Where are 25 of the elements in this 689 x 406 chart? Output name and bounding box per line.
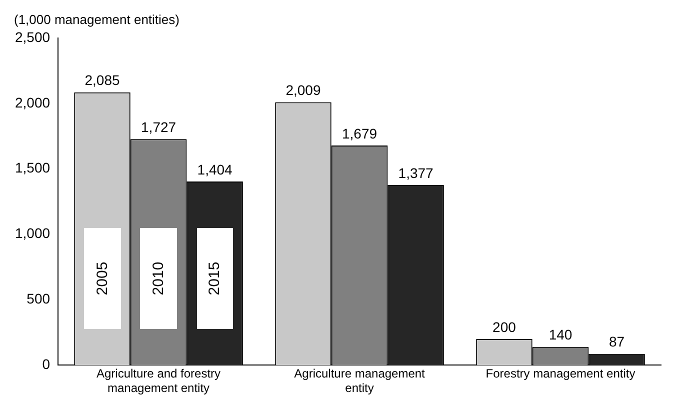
data-label: 1,727 [141, 119, 176, 136]
series-label: 2015 [206, 261, 224, 295]
data-label: 1,679 [342, 125, 378, 142]
y-tick-label: 0 [42, 356, 50, 372]
label-box: 2015 [196, 228, 234, 329]
data-label: 2,085 [84, 72, 120, 88]
label-box: 2010 [140, 228, 177, 329]
data-label: 200 [492, 318, 516, 335]
series-label: 2005 [94, 261, 111, 295]
y-tick-label: 2,000 [14, 94, 50, 110]
y-tick-label: 1,000 [14, 225, 50, 242]
y-tick-label: 1,500 [14, 160, 50, 176]
x-tick-label: Agriculture management entity [294, 366, 426, 396]
series-label: 2010 [150, 261, 168, 295]
data-label: 87 [608, 334, 625, 350]
y-tick-label: 2,500 [14, 28, 50, 45]
data-label: 1,377 [398, 164, 434, 181]
data-label: 1,404 [197, 161, 233, 178]
y-tick-label: 500 [26, 290, 50, 307]
x-tick-label: Agriculture and forestry management entity [96, 366, 221, 396]
data-label: 140 [548, 326, 572, 343]
x-tick-label: Forestry management entity [486, 366, 636, 381]
y-axis-title: (1,000 management entities) [14, 12, 180, 28]
label-box: 2005 [84, 228, 121, 329]
data-label: 2,009 [286, 82, 321, 98]
